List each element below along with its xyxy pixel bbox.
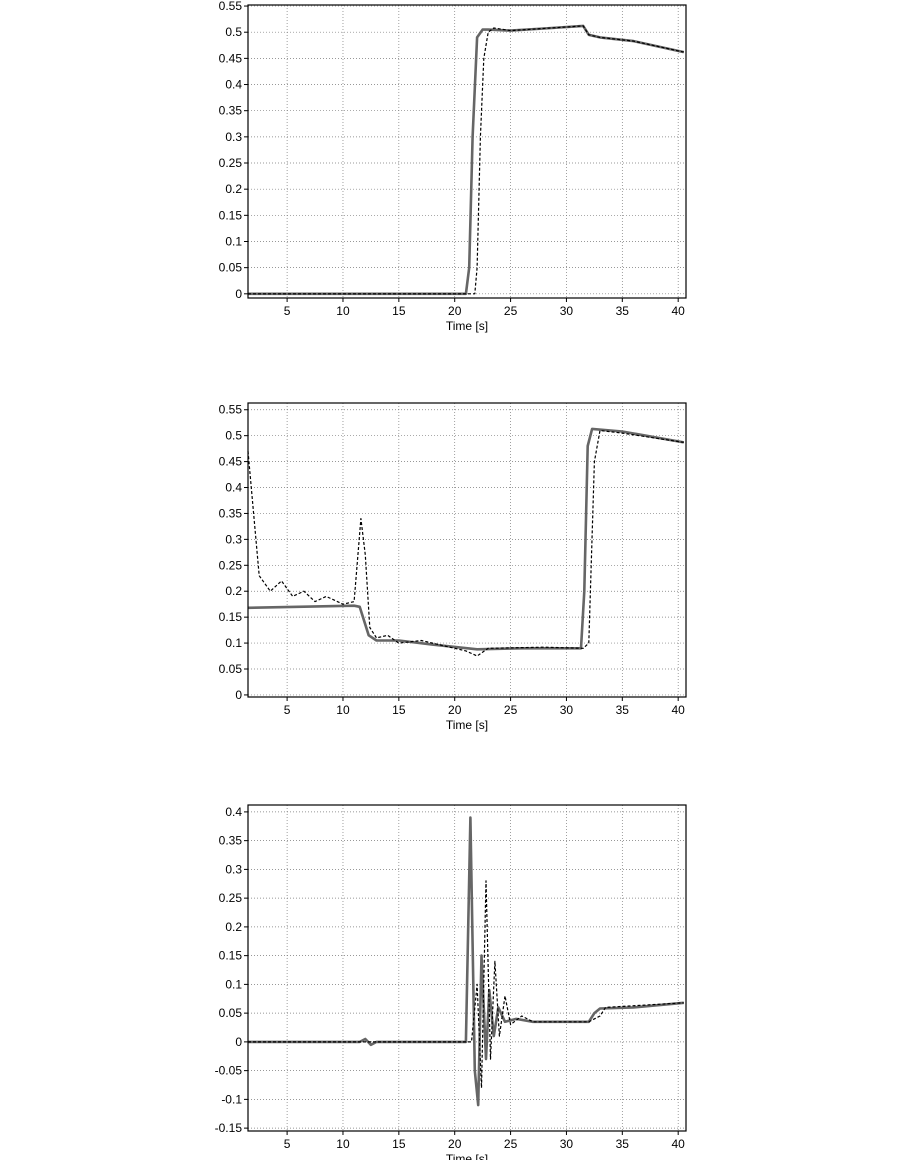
y-tick-label: 0 — [235, 287, 242, 301]
y-tick-label: 0.5 — [225, 429, 242, 443]
data-line — [247, 429, 684, 657]
y-tick-label: 0.25 — [219, 558, 243, 572]
y-tick-label: 0.4 — [225, 78, 242, 92]
y-tick-label: 0.45 — [219, 455, 243, 469]
y-tick-label: 0.15 — [219, 610, 243, 624]
y-tick-label: 0.15 — [219, 208, 243, 222]
x-tick-label: 20 — [448, 304, 462, 318]
y-tick-label: 0.35 — [219, 506, 243, 520]
x-tick-label: 10 — [336, 304, 350, 318]
y-tick-label: 0.1 — [225, 977, 242, 991]
y-tick-label: -0.05 — [215, 1064, 243, 1078]
x-tick-label: 40 — [671, 703, 685, 717]
y-tick-label: 0.3 — [225, 130, 242, 144]
x-tick-label: 30 — [560, 304, 574, 318]
y-tick-label: -0.15 — [215, 1121, 243, 1135]
x-tick-label: 25 — [504, 703, 518, 717]
x-axis-label: Time [s] — [446, 718, 488, 732]
y-tick-label: 0.15 — [219, 949, 243, 963]
y-tick-label: 0.45 — [219, 51, 243, 65]
x-tick-label: 25 — [504, 304, 518, 318]
y-tick-label: 0.25 — [219, 156, 243, 170]
data-line — [247, 427, 685, 651]
plot-frame — [247, 804, 687, 1132]
x-tick-label: 20 — [448, 703, 462, 717]
y-tick-label: 0.1 — [225, 234, 242, 248]
x-tick-label: 15 — [392, 304, 406, 318]
x-tick-label: 10 — [336, 1137, 350, 1151]
y-tick-label: 0.2 — [225, 584, 242, 598]
x-axis-label: Time [s] — [446, 1152, 488, 1160]
y-tick-label: 0.05 — [219, 1006, 243, 1020]
y-tick-label: 0.35 — [219, 104, 243, 118]
x-tick-label: 35 — [616, 703, 630, 717]
x-tick-label: 35 — [616, 304, 630, 318]
x-tick-label: 5 — [284, 1137, 291, 1151]
plot-frame — [247, 4, 687, 299]
x-tick-label: 5 — [284, 703, 291, 717]
x-tick-label: 25 — [504, 1137, 518, 1151]
x-tick-label: 10 — [336, 703, 350, 717]
y-tick-label: 0.35 — [219, 834, 243, 848]
y-tick-label: 0 — [235, 1035, 242, 1049]
data-line — [248, 816, 684, 1107]
x-axis-label: Time [s] — [446, 319, 488, 333]
x-tick-label: 35 — [616, 1137, 630, 1151]
x-tick-label: 30 — [560, 703, 574, 717]
x-tick-label: 5 — [284, 304, 291, 318]
y-tick-label: 0.5 — [225, 25, 242, 39]
x-tick-label: 40 — [671, 304, 685, 318]
x-tick-label: 15 — [392, 703, 406, 717]
data-line — [248, 880, 684, 1089]
x-tick-label: 40 — [671, 1137, 685, 1151]
y-tick-label: 0.55 — [219, 403, 243, 417]
x-tick-label: 15 — [392, 1137, 406, 1151]
x-tick-label: 20 — [448, 1137, 462, 1151]
y-tick-label: 0 — [235, 688, 242, 702]
y-tick-label: 0.25 — [219, 891, 243, 905]
plot-area — [248, 403, 686, 697]
x-tick-label: 30 — [560, 1137, 574, 1151]
y-tick-label: 0.4 — [225, 481, 242, 495]
data-line — [248, 25, 684, 295]
y-tick-label: 0.3 — [225, 862, 242, 876]
y-tick-label: 0.05 — [219, 662, 243, 676]
y-tick-label: 0.1 — [225, 636, 242, 650]
y-tick-label: 0.2 — [225, 920, 242, 934]
plot-area — [248, 5, 686, 298]
plot-frame — [247, 402, 687, 698]
y-tick-label: 0.3 — [225, 532, 242, 546]
y-tick-label: 0.4 — [225, 805, 242, 819]
y-tick-label: 0.05 — [219, 261, 243, 275]
y-tick-label: -0.1 — [221, 1092, 242, 1106]
y-tick-label: 0.2 — [225, 182, 242, 196]
y-tick-label: 0.55 — [219, 0, 243, 13]
